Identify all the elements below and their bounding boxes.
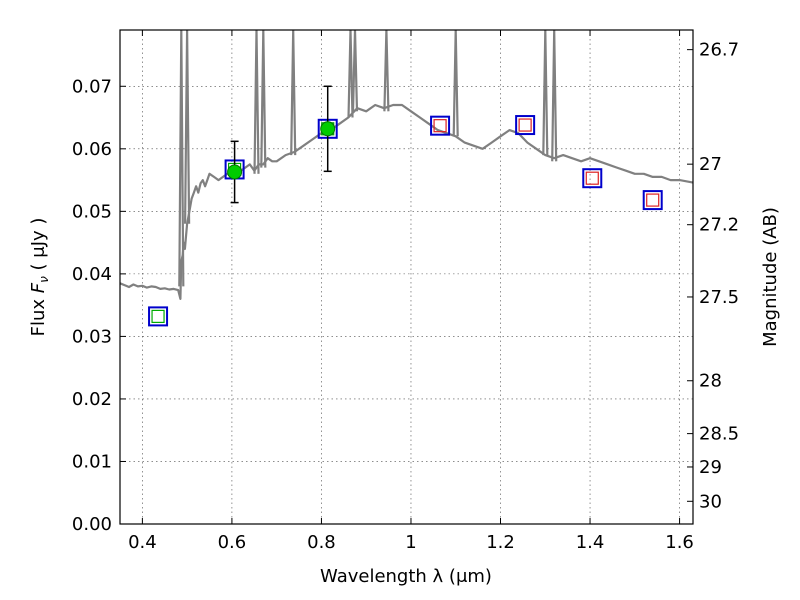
model-photometry-inner bbox=[433, 119, 447, 133]
axes: 0.4 0.6 0.8 1 1.2 1.4 1.6 0.00 0.01 0.02 0.03 0.04 0… bbox=[72, 30, 739, 553]
x-tick-label: 1.2 bbox=[486, 532, 515, 553]
model-photometry-inner bbox=[585, 171, 599, 185]
y-axis-right-label: Magnitude (AB) bbox=[760, 207, 781, 347]
y-tick-label: 0.07 bbox=[72, 76, 112, 97]
x-tick-label: 0.6 bbox=[218, 532, 247, 553]
emission-line-spike bbox=[290, 29, 297, 156]
plot-frame bbox=[119, 29, 694, 525]
sed-model-line bbox=[119, 103, 694, 300]
mag-tick-label: 28.5 bbox=[699, 424, 739, 445]
y-tick-label: 0.00 bbox=[72, 514, 112, 535]
y-axis-label-unit: ( μJy ) bbox=[28, 218, 49, 277]
y-tick-label: 0.05 bbox=[72, 201, 112, 222]
emission-line-spike bbox=[351, 29, 359, 112]
emission-line-spike bbox=[178, 29, 185, 287]
y-tick-label: 0.01 bbox=[72, 451, 112, 472]
mag-tick-label: 30 bbox=[699, 491, 722, 512]
emission-line-spike bbox=[452, 29, 459, 137]
observed-point bbox=[227, 164, 243, 180]
mag-tick-label: 27.2 bbox=[699, 215, 739, 236]
emission-line-spike bbox=[347, 29, 354, 118]
x-tick-label: 1.4 bbox=[576, 532, 605, 553]
emission-line-spike bbox=[260, 29, 267, 168]
mag-tick-label: 29 bbox=[699, 457, 722, 478]
model-photometry-inner bbox=[646, 193, 660, 207]
x-tick-label: 1.6 bbox=[665, 532, 694, 553]
grid bbox=[120, 30, 693, 524]
plot-content bbox=[119, 29, 694, 327]
model-photometry-box bbox=[148, 306, 169, 327]
emission-line-spike bbox=[542, 29, 549, 156]
mag-tick-label: 27.5 bbox=[699, 287, 739, 308]
y-axis-label-prefix: Flux bbox=[28, 293, 49, 336]
emission-line-spike bbox=[551, 29, 558, 162]
y-tick-label: 0.04 bbox=[72, 264, 112, 285]
emission-line-spike bbox=[383, 29, 390, 112]
mag-tick-label: 27 bbox=[699, 154, 722, 175]
y-axis-label-subscript: ν bbox=[37, 276, 51, 283]
y-tick-label: 0.06 bbox=[72, 139, 112, 160]
model-photometry-box bbox=[582, 168, 603, 189]
emission-line-spike bbox=[184, 29, 191, 224]
x-axis-label: Wavelength λ (μm) bbox=[320, 566, 492, 587]
emission-line-spike bbox=[253, 29, 260, 174]
mag-tick-label: 26.7 bbox=[699, 40, 739, 61]
x-tick-label: 1 bbox=[405, 532, 416, 553]
x-tick-label: 0.8 bbox=[307, 532, 336, 553]
model-photometry-inner bbox=[518, 118, 532, 132]
y-axis-label-symbol: F bbox=[28, 282, 49, 293]
x-tick-label: 0.4 bbox=[128, 532, 157, 553]
mag-tick-label: 28 bbox=[699, 371, 722, 392]
y-tick-label: 0.02 bbox=[72, 389, 112, 410]
model-photometry-box bbox=[642, 190, 663, 211]
model-photometry-inner bbox=[151, 309, 165, 323]
y-tick-label: 0.03 bbox=[72, 326, 112, 347]
y-axis-label: Flux Fν ( μJy ) bbox=[28, 218, 51, 337]
model-photometry-box bbox=[430, 115, 451, 136]
observed-point bbox=[320, 121, 336, 137]
model-photometry-box bbox=[515, 115, 536, 136]
